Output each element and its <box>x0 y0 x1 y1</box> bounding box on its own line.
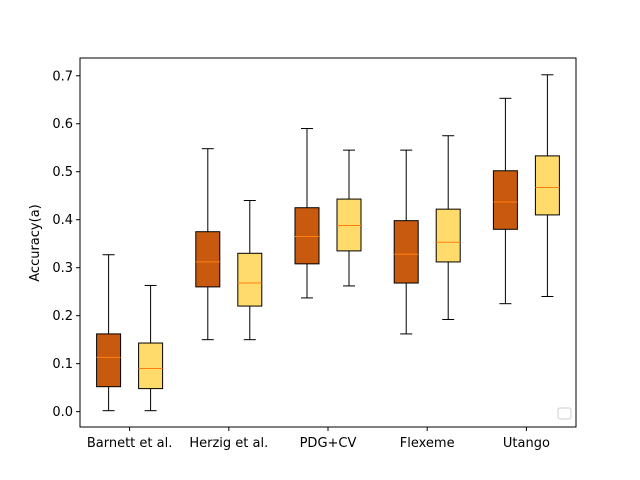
box-body <box>237 252 263 307</box>
x-tick-label: Flexeme <box>400 436 455 451</box>
y-tick-label: 0.0 <box>52 405 73 420</box>
box-0-1 <box>138 284 164 412</box>
box-body <box>294 207 320 265</box>
x-tick-label: Utango <box>503 436 550 451</box>
box-1-1 <box>237 200 263 341</box>
box-body <box>393 220 419 284</box>
box-3-0 <box>393 149 419 335</box>
box-body <box>138 342 164 390</box>
box-body <box>435 208 461 263</box>
box-3-1 <box>435 135 461 321</box>
legend-box <box>557 407 572 420</box>
box-body <box>195 231 221 288</box>
plot-area <box>96 74 560 412</box>
y-axis-label: Accuracy(a) <box>28 204 43 281</box>
x-axis: Barnett et al. Herzig et al. PDG+CV Flexeme… <box>87 427 550 451</box>
y-axis: 0.0 0.1 0.2 0.3 0.4 0.5 0.6 0.7 <box>52 69 80 420</box>
y-tick-label: 0.3 <box>52 261 73 276</box>
y-tick-label: 0.2 <box>52 309 73 324</box>
y-tick-label: 0.4 <box>52 213 73 228</box>
y-tick-label: 0.1 <box>52 357 73 372</box>
y-tick-label: 0.7 <box>52 69 73 84</box>
box-body <box>534 155 560 216</box>
x-tick-label: PDG+CV <box>300 436 357 451</box>
box-body <box>492 170 518 230</box>
y-tick-label: 0.6 <box>52 117 73 132</box>
box-4-0 <box>492 97 518 305</box>
box-1-0 <box>195 148 221 341</box>
box-0-0 <box>96 254 122 412</box>
box-2-0 <box>294 128 320 299</box>
y-tick-label: 0.5 <box>52 165 73 180</box>
x-tick-label: Barnett et al. <box>87 436 173 451</box>
legend <box>557 407 572 420</box>
box-body <box>96 333 122 388</box>
box-2-1 <box>336 149 362 287</box>
box-4-1 <box>534 74 560 297</box>
x-tick-label: Herzig et al. <box>189 436 268 451</box>
